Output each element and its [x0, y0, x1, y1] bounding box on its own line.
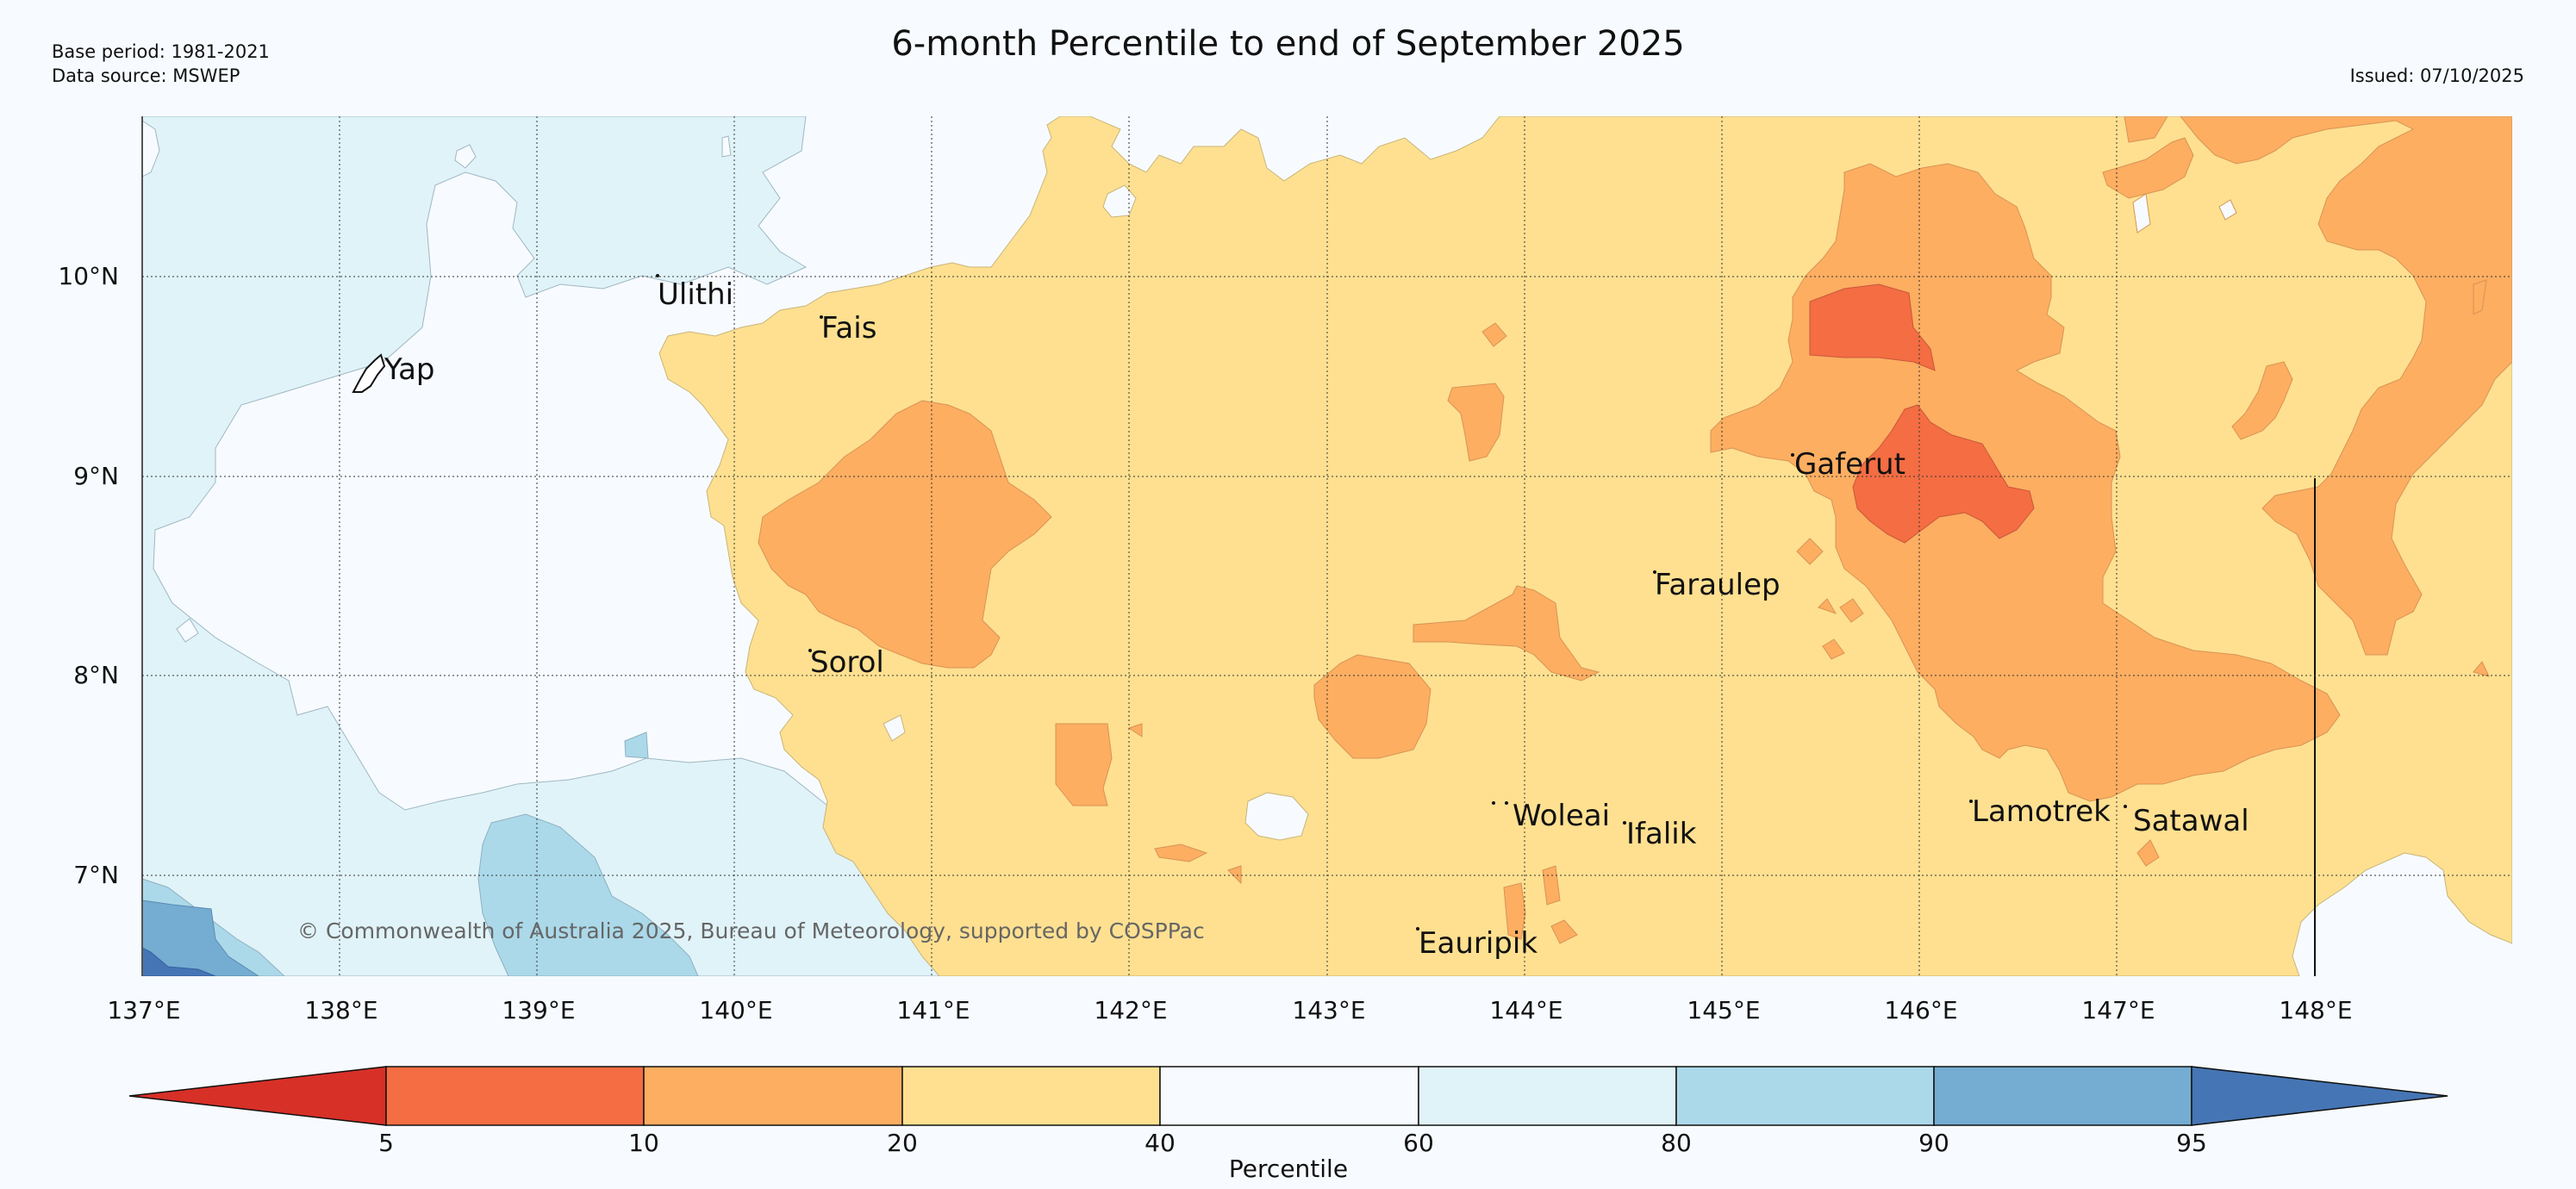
region-40-60-hole — [1244, 792, 1309, 841]
region-80-90 — [142, 813, 699, 976]
colorbar-tick: 40 — [1145, 1129, 1176, 1157]
region-80-90-speck — [624, 731, 649, 759]
lon-label: 148°E — [2279, 996, 2352, 1024]
lon-label: 139°E — [502, 996, 575, 1024]
region-10-20 — [758, 400, 1052, 669]
region-40-60-speck — [176, 618, 199, 643]
colorbar-segment-80-90 — [1675, 1066, 1935, 1126]
copyright-notice: © Commonwealth of Australia 2025, Bureau… — [297, 918, 1205, 943]
region-40-60-speck — [454, 144, 477, 169]
base-period-note: Base period: 1981-2021 — [52, 41, 270, 62]
colorbar-tick: 10 — [628, 1129, 659, 1157]
region-10-20 — [1503, 882, 1526, 940]
lon-label: 140°E — [699, 996, 772, 1024]
issued-date: Issued: 07/10/2025 — [2349, 65, 2524, 86]
lon-label: 146°E — [1884, 996, 1957, 1024]
region-40-60-hole — [2132, 193, 2237, 233]
colorbar-tick: 5 — [378, 1129, 394, 1157]
lat-label: 8°N — [73, 661, 119, 689]
lon-label: 137°E — [107, 996, 180, 1024]
colorbar-extend-above-95 — [2191, 1066, 2448, 1126]
lon-label: 144°E — [1489, 996, 1562, 1024]
place-markers — [656, 274, 2127, 931]
place-label-eauripik: Eauripik — [1419, 926, 1537, 961]
region-10-20 — [2180, 116, 2512, 656]
place-label-woleai: Woleai — [1513, 799, 1610, 833]
region-10-20 — [2102, 116, 2194, 199]
region-above-95 — [142, 947, 216, 976]
region-10-20 — [1447, 383, 1505, 462]
region-10-20 — [2473, 661, 2490, 677]
colorbar-tick: 95 — [2176, 1129, 2207, 1157]
percentile-field — [142, 116, 2512, 976]
lat-label: 9°N — [73, 462, 119, 490]
region-40-60-speck — [721, 135, 732, 158]
region-40-60-hole — [883, 714, 906, 742]
lat-label: 10°N — [58, 262, 119, 290]
colorbar-tick: 20 — [887, 1129, 918, 1157]
region-10-20 — [2136, 839, 2160, 867]
region-90-95 — [142, 900, 259, 976]
region-10-20 — [1796, 538, 1864, 660]
graticule — [142, 116, 2512, 976]
region-5-10 — [1809, 283, 1936, 371]
place-label-gaferut: Gaferut — [1794, 447, 1905, 482]
colorbar-segment-20-40 — [901, 1066, 1161, 1126]
data-source-note: Data source: MSWEP — [52, 65, 240, 86]
place-label-fais: Fais — [821, 311, 876, 345]
place-label-ulithi: Ulithi — [658, 277, 733, 312]
region-10-20 — [1550, 919, 1578, 944]
colorbar-tick: 90 — [1918, 1129, 1949, 1157]
place-label-satawal: Satawal — [2133, 804, 2249, 838]
lon-label: 138°E — [304, 996, 377, 1024]
region-10-20 — [1127, 723, 1143, 738]
lon-label: 147°E — [2081, 996, 2155, 1024]
colorbar-tick: 80 — [1661, 1129, 1692, 1157]
place-label-faraulep: Faraulep — [1655, 568, 1781, 602]
lon-label: 143°E — [1292, 996, 1365, 1024]
region-10-20 — [2231, 279, 2487, 440]
region-5-10 — [1852, 404, 2035, 544]
place-label-yap: Yap — [384, 352, 435, 387]
lon-label: 145°E — [1687, 996, 1760, 1024]
colorbar-extend-below-5 — [128, 1066, 387, 1126]
place-label-lamotrek: Lamotrek — [1972, 794, 2111, 829]
colorbar-tick: 60 — [1403, 1129, 1434, 1157]
colorbar-label: Percentile — [1229, 1155, 1348, 1183]
place-label-ifalik: Ifalik — [1626, 817, 1697, 851]
place-label-sorol: Sorol — [810, 645, 884, 680]
colorbar-segment-60-80 — [1418, 1066, 1677, 1126]
colorbar-segment-40-60 — [1159, 1066, 1419, 1126]
region-10-20 — [1413, 585, 1600, 682]
region-10-20 — [1154, 844, 1208, 862]
colorbar-segment-90-95 — [1933, 1066, 2192, 1126]
lon-label: 141°E — [896, 996, 970, 1024]
colorbar-segment-10-20 — [643, 1066, 903, 1126]
region-10-20 — [1055, 723, 1113, 806]
yap-island-shape — [352, 353, 386, 393]
colorbar-segment-5-10 — [385, 1066, 645, 1126]
lon-label: 142°E — [1094, 996, 1167, 1024]
colorbar — [128, 1066, 2448, 1126]
lat-label: 7°N — [73, 861, 119, 889]
region-10-20 — [1481, 322, 1507, 347]
region-60-80 — [142, 116, 1014, 976]
region-40-60-speck — [142, 120, 160, 177]
map-title: 6-month Percentile to end of September 2… — [891, 24, 1685, 64]
region-10-20 — [1227, 865, 1242, 885]
region-10-20 — [1313, 654, 1431, 759]
